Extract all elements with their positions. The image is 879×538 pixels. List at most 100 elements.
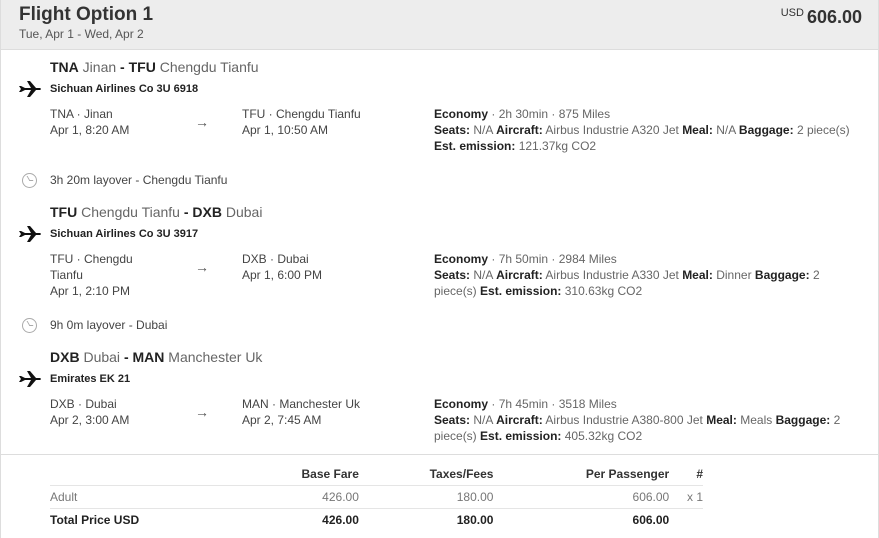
- layover-text: 9h 0m layover - Dubai: [50, 318, 168, 332]
- label-meal: Meal:: [682, 268, 713, 282]
- divider: [1, 454, 879, 455]
- label-seats: Seats:: [434, 268, 471, 282]
- label-seats: Seats:: [434, 413, 471, 427]
- arrival-place: TFU · Chengdu Tianfu: [242, 107, 361, 121]
- departure-place: TFU · Chengdu Tianfu: [50, 252, 133, 282]
- label-baggage: Baggage:: [775, 413, 831, 427]
- to-city: Chengdu Tianfu: [159, 59, 259, 75]
- emission: 310.63kg CO2: [564, 284, 643, 298]
- arrival-place: DXB · Dubai: [242, 252, 309, 266]
- seats: N/A: [473, 268, 493, 282]
- from-city: Chengdu Tianfu: [81, 204, 180, 220]
- option-price: USD 606.00: [781, 7, 862, 28]
- fare-header: Per Passenger: [493, 463, 670, 486]
- airplane-icon: [18, 371, 42, 387]
- cabin: Economy: [434, 397, 489, 411]
- fare-cell: 606.00: [493, 485, 670, 509]
- aircraft: Airbus Industrie A330 Jet: [545, 268, 679, 282]
- arrival-place: MAN · Manchester Uk: [242, 397, 361, 411]
- fare-cell: 606.00: [632, 512, 670, 527]
- fare-cell: 426.00: [237, 485, 359, 509]
- airplane-icon: [18, 81, 42, 97]
- fare-header: [50, 463, 238, 486]
- arrival: TFU · Chengdu Tianfu Apr 1, 10:50 AM: [242, 106, 402, 138]
- layover-text: 3h 20m layover - Chengdu Tianfu: [50, 173, 228, 187]
- emission: 405.32kg CO2: [564, 429, 643, 443]
- arrival-time: Apr 1, 6:00 PM: [242, 268, 323, 282]
- clock-icon: [22, 318, 37, 333]
- departure-time: Apr 1, 2:10 PM: [50, 284, 131, 298]
- flight-details: Economy · 7h 45min · 3518 Miles Seats: N…: [434, 397, 841, 443]
- meal: Dinner: [716, 268, 752, 282]
- meal: N/A: [716, 123, 736, 137]
- arrival: DXB · Dubai Apr 1, 6:00 PM: [242, 251, 402, 283]
- baggage: 2 piece(s): [796, 123, 850, 137]
- label-emission: Est. emission:: [480, 284, 562, 298]
- fare-cell: 180.00: [358, 485, 494, 509]
- option-dates: Tue, Apr 1 - Wed, Apr 2: [19, 27, 144, 41]
- label-baggage: Baggage:: [738, 123, 794, 137]
- fare-row: Adult 426.00 180.00 606.00 x 1: [50, 485, 703, 509]
- arrival: MAN · Manchester Uk Apr 2, 7:45 AM: [242, 396, 402, 428]
- from-city: Dubai: [83, 349, 121, 365]
- clock-icon: [22, 173, 37, 188]
- departure-time: Apr 1, 8:20 AM: [50, 123, 130, 137]
- cabin: Economy: [434, 107, 489, 121]
- from-code: DXB: [50, 349, 80, 365]
- airplane-icon: [18, 226, 42, 242]
- to-city: Manchester Uk: [168, 349, 263, 365]
- label-aircraft: Aircraft:: [496, 123, 543, 137]
- duration: 2h 30min: [498, 107, 549, 121]
- fare-row: Total Price USD 426.00 180.00 606.00: [50, 508, 703, 531]
- fare-header: Taxes/Fees: [358, 463, 494, 486]
- segment-route: TNA Jinan - TFU Chengdu Tianfu: [50, 59, 259, 75]
- airline-flight: Sichuan Airlines Co 3U 3917: [50, 228, 199, 240]
- fare-header-row: Base Fare Taxes/Fees Per Passenger #: [50, 463, 703, 486]
- segment-route: TFU Chengdu Tianfu - DXB Dubai: [50, 204, 263, 220]
- label-emission: Est. emission:: [480, 429, 562, 443]
- fare-header: Base Fare: [237, 463, 359, 486]
- departure-time: Apr 2, 3:00 AM: [50, 413, 130, 427]
- fare-header: #: [669, 463, 703, 486]
- from-code: TFU: [50, 204, 78, 220]
- departure: TNA · Jinan Apr 1, 8:20 AM: [50, 106, 160, 138]
- emission: 121.37kg CO2: [518, 139, 597, 153]
- label-baggage: Baggage:: [754, 268, 810, 282]
- label-meal: Meal:: [682, 123, 713, 137]
- baggage: 2 piece(s): [434, 268, 820, 298]
- label-aircraft: Aircraft:: [496, 413, 543, 427]
- seats: N/A: [473, 413, 493, 427]
- flight-details: Economy · 7h 50min · 2984 Miles Seats: N…: [434, 252, 820, 298]
- label-aircraft: Aircraft:: [496, 268, 543, 282]
- seats: N/A: [473, 123, 493, 137]
- from-code: TNA: [50, 59, 79, 75]
- airline-flight: Sichuan Airlines Co 3U 6918: [50, 83, 199, 95]
- option-header: Flight Option 1 Tue, Apr 1 - Wed, Apr 2 …: [1, 0, 878, 50]
- fare-cell: Adult: [50, 485, 238, 509]
- airline-flight: Emirates EK 21: [50, 373, 131, 385]
- meal: Meals: [740, 413, 773, 427]
- to-code: TFU: [128, 59, 156, 75]
- fare-table: Base Fare Taxes/Fees Per Passenger # Adult 42…: [50, 463, 703, 531]
- distance: 875 Miles: [558, 107, 611, 121]
- fare-cell: Total Price USD: [50, 512, 140, 527]
- fare-cell: x 1: [669, 485, 703, 509]
- price-amount: 606.00: [806, 7, 862, 27]
- arrow-right-icon: →: [195, 404, 209, 420]
- cabin: Economy: [434, 252, 489, 266]
- duration: 7h 45min: [498, 397, 549, 411]
- departure: TFU · Chengdu Tianfu Apr 1, 2:10 PM: [50, 251, 160, 299]
- from-city: Jinan: [82, 59, 117, 75]
- departure: DXB · Dubai Apr 2, 3:00 AM: [50, 396, 160, 428]
- departure-place: DXB · Dubai: [50, 397, 117, 411]
- to-code: DXB: [192, 204, 222, 220]
- aircraft: Airbus Industrie A320 Jet: [545, 123, 679, 137]
- departure-place: TNA · Jinan: [50, 107, 113, 121]
- duration: 7h 50min: [498, 252, 549, 266]
- distance: 2984 Miles: [558, 252, 617, 266]
- baggage: 2 piece(s): [434, 413, 841, 443]
- label-seats: Seats:: [434, 123, 471, 137]
- segment-route: DXB Dubai - MAN Manchester Uk: [50, 349, 263, 365]
- to-city: Dubai: [225, 204, 263, 220]
